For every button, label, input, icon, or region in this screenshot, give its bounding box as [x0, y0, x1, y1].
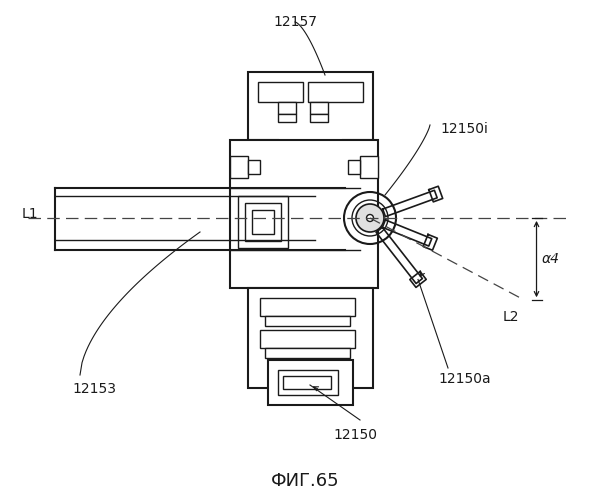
Bar — [265, 316, 350, 326]
Bar — [230, 140, 378, 288]
Bar — [260, 298, 355, 316]
Bar — [268, 360, 353, 405]
Text: 12153: 12153 — [72, 382, 116, 396]
Bar — [343, 140, 373, 188]
Bar — [248, 140, 278, 188]
Text: α4: α4 — [541, 252, 560, 266]
Bar — [238, 196, 288, 248]
Text: 12150i: 12150i — [440, 122, 488, 136]
Bar — [278, 114, 296, 122]
Bar — [258, 82, 303, 102]
Bar — [308, 82, 363, 102]
Bar — [283, 376, 331, 389]
Text: 12157: 12157 — [273, 15, 317, 29]
Bar — [278, 370, 338, 395]
Bar — [265, 348, 350, 358]
Bar — [252, 210, 274, 234]
Text: L1: L1 — [22, 207, 38, 221]
Circle shape — [367, 215, 373, 222]
Bar — [310, 114, 328, 122]
Text: ФИГ.65: ФИГ.65 — [271, 472, 339, 490]
Bar — [278, 102, 296, 114]
Text: 12150a: 12150a — [438, 372, 491, 386]
Bar — [248, 160, 260, 174]
Bar — [348, 160, 360, 174]
Bar — [310, 102, 328, 114]
Bar — [248, 288, 373, 388]
Text: L2: L2 — [503, 310, 519, 324]
Bar — [248, 72, 373, 188]
Bar — [260, 330, 355, 348]
Bar — [245, 203, 281, 241]
Circle shape — [356, 204, 384, 232]
Text: 12150: 12150 — [333, 428, 377, 442]
Bar — [360, 156, 378, 178]
Bar — [230, 156, 248, 178]
